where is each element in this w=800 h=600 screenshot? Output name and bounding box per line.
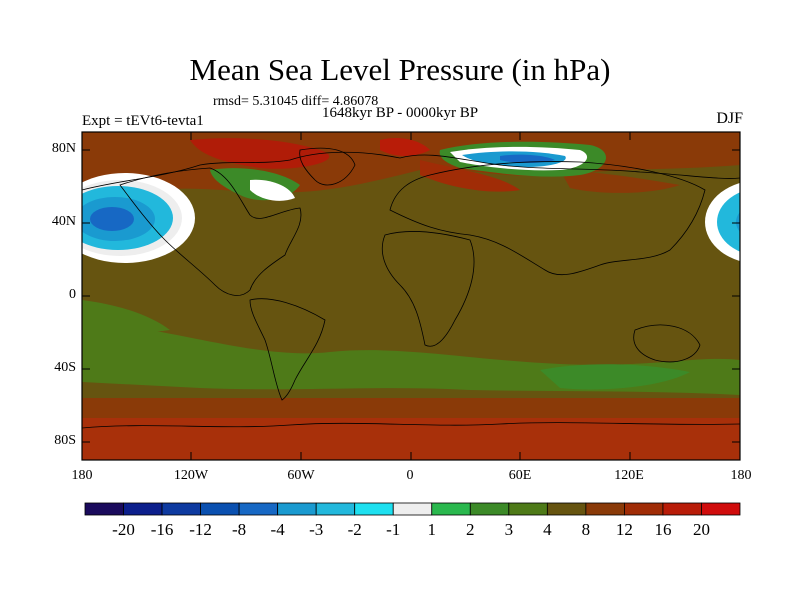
colorbar-label: -12 (189, 520, 212, 539)
colorbar-swatch (354, 502, 394, 516)
colorbar-swatch (84, 502, 124, 516)
lat-label-0: 0 (69, 287, 76, 302)
coastlines (82, 147, 740, 429)
lon-label-120w: 120W (173, 468, 209, 483)
colorbar-label: 20 (692, 520, 710, 539)
lon-label-180w: 180 (71, 468, 93, 483)
colorbar-label: -20 (112, 520, 135, 539)
lat-label-40n: 40N (51, 214, 76, 229)
colorbar-label: 12 (615, 520, 633, 539)
lon-label-60w: 60W (287, 468, 315, 483)
lat-label-80s: 80S (54, 433, 76, 448)
colorbar-swatch (546, 502, 587, 516)
colorbar-swatch (200, 502, 240, 516)
experiment-label: Expt = tEVt6-tevta1 (82, 113, 204, 129)
colorbar-label: -4 (270, 520, 285, 539)
colorbar-label: 4 (543, 520, 552, 539)
pressure-field (82, 132, 740, 460)
colorbar-label: 1 (427, 520, 437, 539)
colorbar-swatch (585, 502, 625, 516)
colorbar-swatch (392, 502, 433, 516)
colorbar-label: 16 (654, 520, 672, 539)
colorbar-label: -2 (347, 520, 362, 539)
lon-label-120e: 120E (614, 468, 644, 483)
colorbar-label: -8 (232, 520, 247, 539)
colorbar-swatch (238, 502, 279, 516)
colorbar-swatch (701, 502, 741, 516)
colorbar-swatch (662, 502, 702, 516)
colorbar-label: -1 (386, 520, 401, 539)
lon-label-0: 0 (406, 468, 414, 483)
colorbar-swatch (277, 502, 317, 516)
colorbar-swatch (508, 502, 548, 516)
colorbar-swatch (469, 502, 510, 516)
colorbar (84, 502, 741, 516)
axis-ticks (82, 132, 740, 460)
season-label: DJF (716, 110, 743, 127)
colorbar-swatch (431, 502, 471, 516)
colorbar-swatch (624, 502, 664, 516)
colorbar-swatch (161, 502, 201, 516)
lon-label-60e: 60E (508, 468, 532, 483)
stats-label: rmsd= 5.31045 diff= 4.86078 (213, 94, 379, 109)
lon-label-180e: 180 (730, 468, 752, 483)
colorbar-label: -16 (150, 520, 174, 539)
period-label: 1648kyr BP - 0000kyr BP (322, 105, 479, 121)
colorbar-label: 3 (504, 520, 514, 539)
map-title: Mean Sea Level Pressure (in hPa) (189, 52, 611, 87)
colorbar-swatch (123, 502, 163, 516)
colorbar-swatch (315, 502, 356, 516)
lat-label-40s: 40S (54, 360, 76, 375)
lat-label-80n: 80N (51, 141, 76, 156)
colorbar-label: 8 (581, 520, 591, 539)
colorbar-label: -3 (309, 520, 324, 539)
colorbar-label: 2 (466, 520, 475, 539)
